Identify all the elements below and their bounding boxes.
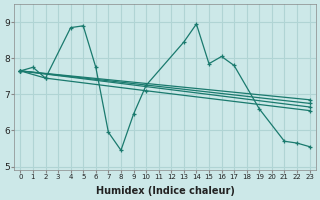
X-axis label: Humidex (Indice chaleur): Humidex (Indice chaleur): [96, 186, 234, 196]
